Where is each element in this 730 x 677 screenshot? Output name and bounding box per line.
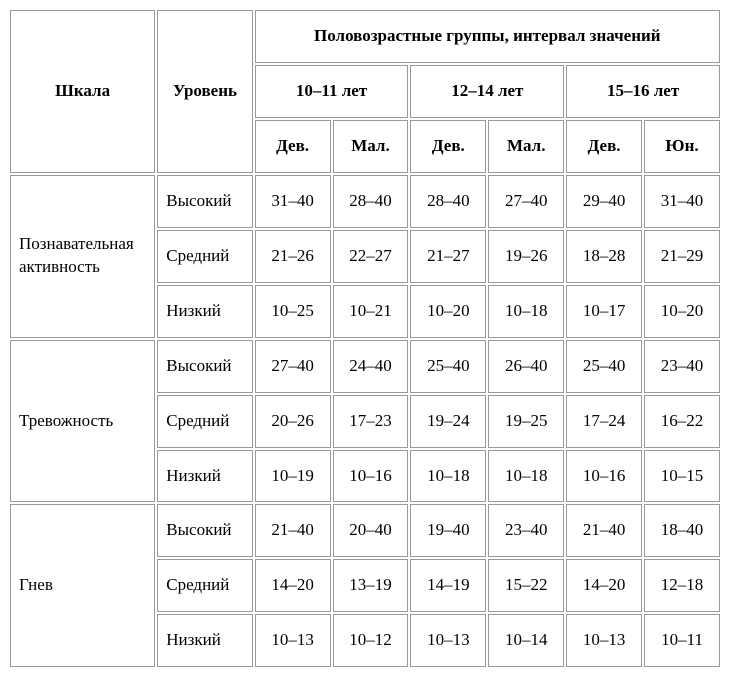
value-cell: 17–24 bbox=[566, 395, 642, 448]
value-cell: 10–18 bbox=[488, 450, 564, 503]
header-subgroup: Юн. bbox=[644, 120, 720, 173]
value-cell: 12–18 bbox=[644, 559, 720, 612]
value-cell: 10–21 bbox=[333, 285, 409, 338]
value-cell: 10–18 bbox=[488, 285, 564, 338]
level-label: Низкий bbox=[157, 450, 252, 503]
value-cell: 19–40 bbox=[410, 504, 486, 557]
value-cell: 10–15 bbox=[644, 450, 720, 503]
value-cell: 15–22 bbox=[488, 559, 564, 612]
header-level: Уровень bbox=[157, 10, 252, 173]
value-cell: 10–13 bbox=[255, 614, 331, 667]
value-cell: 13–19 bbox=[333, 559, 409, 612]
level-label: Средний bbox=[157, 230, 252, 283]
level-label: Высокий bbox=[157, 175, 252, 228]
value-cell: 18–28 bbox=[566, 230, 642, 283]
header-age-group: 12–14 лет bbox=[410, 65, 564, 118]
level-label: Низкий bbox=[157, 614, 252, 667]
level-label: Низкий bbox=[157, 285, 252, 338]
value-cell: 17–23 bbox=[333, 395, 409, 448]
value-cell: 21–29 bbox=[644, 230, 720, 283]
value-cell: 23–40 bbox=[488, 504, 564, 557]
value-cell: 10–20 bbox=[644, 285, 720, 338]
value-cell: 10–18 bbox=[410, 450, 486, 503]
value-cell: 10–16 bbox=[333, 450, 409, 503]
value-cell: 29–40 bbox=[566, 175, 642, 228]
value-cell: 10–19 bbox=[255, 450, 331, 503]
header-groups-title: Половозрастные группы, интервал значений bbox=[255, 10, 720, 63]
age-group-table: Шкала Уровень Половозрастные группы, инт… bbox=[8, 8, 722, 669]
table-row: Познавательная активность Высокий 31–40 … bbox=[10, 175, 720, 228]
scale-name: Тревожность bbox=[10, 340, 155, 503]
value-cell: 19–24 bbox=[410, 395, 486, 448]
value-cell: 23–40 bbox=[644, 340, 720, 393]
header-subgroup: Дев. bbox=[255, 120, 331, 173]
header-subgroup: Дев. bbox=[410, 120, 486, 173]
value-cell: 10–11 bbox=[644, 614, 720, 667]
value-cell: 19–25 bbox=[488, 395, 564, 448]
value-cell: 25–40 bbox=[566, 340, 642, 393]
header-subgroup: Мал. bbox=[333, 120, 409, 173]
table-body: Познавательная активность Высокий 31–40 … bbox=[10, 175, 720, 667]
table-row: Гнев Высокий 21–40 20–40 19–40 23–40 21–… bbox=[10, 504, 720, 557]
level-label: Средний bbox=[157, 559, 252, 612]
value-cell: 10–12 bbox=[333, 614, 409, 667]
value-cell: 31–40 bbox=[255, 175, 331, 228]
value-cell: 26–40 bbox=[488, 340, 564, 393]
value-cell: 22–27 bbox=[333, 230, 409, 283]
value-cell: 21–26 bbox=[255, 230, 331, 283]
level-label: Высокий bbox=[157, 340, 252, 393]
value-cell: 27–40 bbox=[255, 340, 331, 393]
header-age-group: 15–16 лет bbox=[566, 65, 720, 118]
value-cell: 10–13 bbox=[410, 614, 486, 667]
table-row: Тревожность Высокий 27–40 24–40 25–40 26… bbox=[10, 340, 720, 393]
value-cell: 10–25 bbox=[255, 285, 331, 338]
value-cell: 16–22 bbox=[644, 395, 720, 448]
value-cell: 21–27 bbox=[410, 230, 486, 283]
value-cell: 10–13 bbox=[566, 614, 642, 667]
value-cell: 21–40 bbox=[566, 504, 642, 557]
header-subgroup: Дев. bbox=[566, 120, 642, 173]
header-scale: Шкала bbox=[10, 10, 155, 173]
value-cell: 10–20 bbox=[410, 285, 486, 338]
level-label: Средний bbox=[157, 395, 252, 448]
value-cell: 20–26 bbox=[255, 395, 331, 448]
value-cell: 31–40 bbox=[644, 175, 720, 228]
value-cell: 21–40 bbox=[255, 504, 331, 557]
value-cell: 27–40 bbox=[488, 175, 564, 228]
value-cell: 14–20 bbox=[255, 559, 331, 612]
level-label: Высокий bbox=[157, 504, 252, 557]
value-cell: 28–40 bbox=[410, 175, 486, 228]
value-cell: 10–14 bbox=[488, 614, 564, 667]
scale-name: Гнев bbox=[10, 504, 155, 667]
value-cell: 14–20 bbox=[566, 559, 642, 612]
value-cell: 18–40 bbox=[644, 504, 720, 557]
table-header: Шкала Уровень Половозрастные группы, инт… bbox=[10, 10, 720, 173]
value-cell: 14–19 bbox=[410, 559, 486, 612]
value-cell: 24–40 bbox=[333, 340, 409, 393]
header-subgroup: Мал. bbox=[488, 120, 564, 173]
value-cell: 25–40 bbox=[410, 340, 486, 393]
value-cell: 10–16 bbox=[566, 450, 642, 503]
value-cell: 28–40 bbox=[333, 175, 409, 228]
header-age-group: 10–11 лет bbox=[255, 65, 409, 118]
scale-name: Познавательная активность bbox=[10, 175, 155, 338]
value-cell: 10–17 bbox=[566, 285, 642, 338]
value-cell: 20–40 bbox=[333, 504, 409, 557]
value-cell: 19–26 bbox=[488, 230, 564, 283]
